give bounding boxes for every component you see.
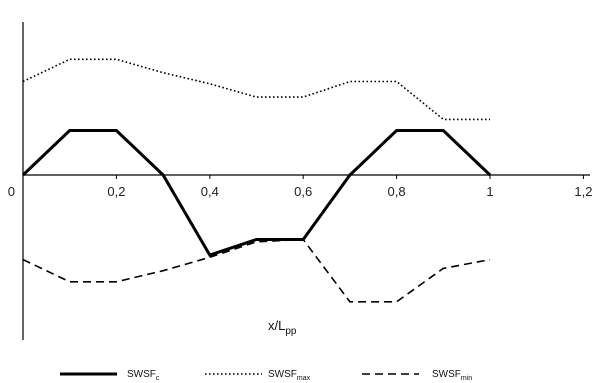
x-tick-labels: 0 0,2 0,4 0,6 0,8 1 1,2	[8, 184, 593, 199]
legend-label: SWSFmax	[268, 369, 311, 382]
series-line-swsfmax	[22, 58, 490, 121]
x-axis-label-sub: pp	[285, 326, 297, 337]
x-tick-label: 0,6	[294, 184, 312, 199]
x-tick-label: 0	[8, 184, 15, 199]
chart-series	[21, 58, 492, 303]
x-tick-label: 0,8	[388, 184, 406, 199]
legend-item-swsfmin: SWSFmin	[362, 369, 472, 382]
series-line-swsf	[21, 129, 492, 257]
legend-label: SWSFc	[127, 369, 160, 382]
legend-item-swsf: SWSFc	[60, 369, 160, 382]
legend-item-swsfmax: SWSFmax	[205, 369, 311, 382]
x-axis-label-main: x/L	[268, 318, 285, 333]
x-tick-label: 1	[486, 184, 493, 199]
series-line-swsfmin	[22, 238, 491, 303]
x-axis-label: x/Lpp	[268, 318, 297, 337]
legend-label: SWSFmin	[432, 369, 472, 382]
x-tick-label: 0,4	[201, 184, 219, 199]
x-tick-label: 1,2	[574, 184, 592, 199]
chart-axes	[22, 22, 590, 340]
chart-legend: SWSFc SWSFmax SWSFmin	[60, 369, 472, 382]
x-tick-label: 0,2	[107, 184, 125, 199]
